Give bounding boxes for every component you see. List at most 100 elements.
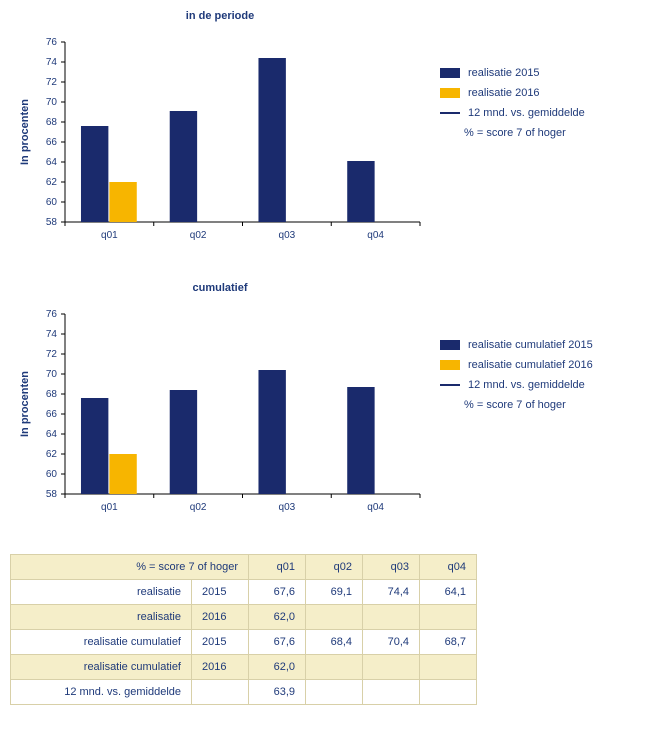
svg-text:74: 74: [46, 57, 58, 68]
chart2-legend: realisatie cumulatief 2015 realisatie cum…: [440, 339, 593, 419]
legend-note-text: % = score 7 of hoger: [464, 399, 566, 411]
svg-text:70: 70: [46, 369, 58, 380]
svg-text:58: 58: [46, 489, 58, 500]
svg-text:68: 68: [46, 117, 58, 128]
row-value: [420, 605, 477, 630]
svg-text:66: 66: [46, 409, 58, 420]
row-value: 63,9: [249, 680, 306, 705]
svg-text:62: 62: [46, 449, 58, 460]
svg-text:58: 58: [46, 217, 58, 228]
svg-text:60: 60: [46, 197, 58, 208]
legend-note-text: % = score 7 of hoger: [464, 127, 566, 139]
legend-note: % = score 7 of hoger: [464, 127, 585, 139]
row-year: [192, 680, 249, 705]
row-label: realisatie: [11, 580, 192, 605]
svg-text:In procenten: In procenten: [19, 371, 31, 437]
table-row: realisatie cumulatief201662,0: [11, 655, 477, 680]
row-value: [420, 680, 477, 705]
chart1-canvas: 58 60 62 64 66 68 70 72 74 76 In procenten q01 q02 q0…: [10, 32, 430, 252]
row-label: realisatie: [11, 605, 192, 630]
row-year: 2016: [192, 605, 249, 630]
row-value: 70,4: [363, 630, 420, 655]
legend-swatch: [440, 88, 460, 98]
table-row: realisatie cumulatief201567,668,470,468,…: [11, 630, 477, 655]
data-table-el: % = score 7 of hogerq01q02q03q04realisat…: [10, 554, 477, 705]
svg-text:74: 74: [46, 329, 58, 340]
row-year: 2015: [192, 630, 249, 655]
table-col-header: q01: [249, 555, 306, 580]
row-value: 69,1: [306, 580, 363, 605]
legend-line-swatch: [440, 112, 460, 114]
row-value: 68,7: [420, 630, 477, 655]
svg-text:q03: q03: [279, 230, 296, 241]
row-value: [363, 680, 420, 705]
chart1-title: in de periode: [10, 10, 430, 22]
svg-text:q02: q02: [190, 502, 207, 513]
legend-label: realisatie cumulatief 2016: [468, 359, 593, 371]
row-value: 67,6: [249, 580, 306, 605]
legend-label: 12 mnd. vs. gemiddelde: [468, 379, 585, 391]
chart-cumulatief: cumulatief 58 60 62 64 66 68 70 72 74 76 In procen…: [10, 282, 647, 524]
svg-text:76: 76: [46, 37, 58, 48]
row-value: [306, 605, 363, 630]
legend-label: realisatie cumulatief 2015: [468, 339, 593, 351]
legend-item: realisatie 2016: [440, 87, 585, 99]
legend-swatch: [440, 360, 460, 370]
legend-item: realisatie 2015: [440, 67, 585, 79]
svg-text:q01: q01: [101, 230, 118, 241]
data-table: % = score 7 of hogerq01q02q03q04realisat…: [10, 554, 647, 705]
svg-text:q02: q02: [190, 230, 207, 241]
row-value: 67,6: [249, 630, 306, 655]
svg-text:72: 72: [46, 349, 58, 360]
row-value: 64,1: [420, 580, 477, 605]
legend-item: realisatie cumulatief 2016: [440, 359, 593, 371]
legend-item: realisatie cumulatief 2015: [440, 339, 593, 351]
svg-text:q01: q01: [101, 502, 118, 513]
table-row: realisatie201662,0: [11, 605, 477, 630]
svg-text:60: 60: [46, 469, 58, 480]
table-col-header: q04: [420, 555, 477, 580]
svg-text:68: 68: [46, 389, 58, 400]
row-label: 12 mnd. vs. gemiddelde: [11, 680, 192, 705]
svg-text:In procenten: In procenten: [19, 99, 31, 165]
svg-text:64: 64: [46, 429, 58, 440]
chart-in-de-periode: in de periode 58 60 62 64 66 68 70 72 74 76 In pro…: [10, 10, 647, 252]
row-value: [306, 680, 363, 705]
legend-note: % = score 7 of hoger: [464, 399, 593, 411]
legend-item: 12 mnd. vs. gemiddelde: [440, 379, 593, 391]
chart2-title: cumulatief: [10, 282, 430, 294]
svg-text:72: 72: [46, 77, 58, 88]
legend-label: realisatie 2015: [468, 67, 540, 79]
svg-text:64: 64: [46, 157, 58, 168]
svg-text:q04: q04: [367, 230, 384, 241]
row-value: [306, 655, 363, 680]
row-value: 62,0: [249, 605, 306, 630]
row-label: realisatie cumulatief: [11, 655, 192, 680]
row-year: 2016: [192, 655, 249, 680]
svg-text:q03: q03: [279, 502, 296, 513]
svg-text:66: 66: [46, 137, 58, 148]
legend-swatch: [440, 68, 460, 78]
legend-swatch: [440, 340, 460, 350]
svg-text:62: 62: [46, 177, 58, 188]
chart1-legend: realisatie 2015 realisatie 2016 12 mnd. vs…: [440, 67, 585, 147]
row-value: 74,4: [363, 580, 420, 605]
legend-label: 12 mnd. vs. gemiddelde: [468, 107, 585, 119]
row-value: [420, 655, 477, 680]
table-row: realisatie201567,669,174,464,1: [11, 580, 477, 605]
row-value: [363, 605, 420, 630]
svg-text:q04: q04: [367, 502, 384, 513]
table-row: 12 mnd. vs. gemiddelde 63,9: [11, 680, 477, 705]
chart2-canvas: 58 60 62 64 66 68 70 72 74 76 In procenten q01 q02 q0…: [10, 304, 430, 524]
table-header-label: % = score 7 of hoger: [11, 555, 249, 580]
legend-line-swatch: [440, 384, 460, 386]
row-value: 68,4: [306, 630, 363, 655]
table-col-header: q02: [306, 555, 363, 580]
svg-text:70: 70: [46, 97, 58, 108]
legend-item: 12 mnd. vs. gemiddelde: [440, 107, 585, 119]
row-value: 62,0: [249, 655, 306, 680]
legend-label: realisatie 2016: [468, 87, 540, 99]
row-label: realisatie cumulatief: [11, 630, 192, 655]
svg-text:76: 76: [46, 309, 58, 320]
row-value: [363, 655, 420, 680]
